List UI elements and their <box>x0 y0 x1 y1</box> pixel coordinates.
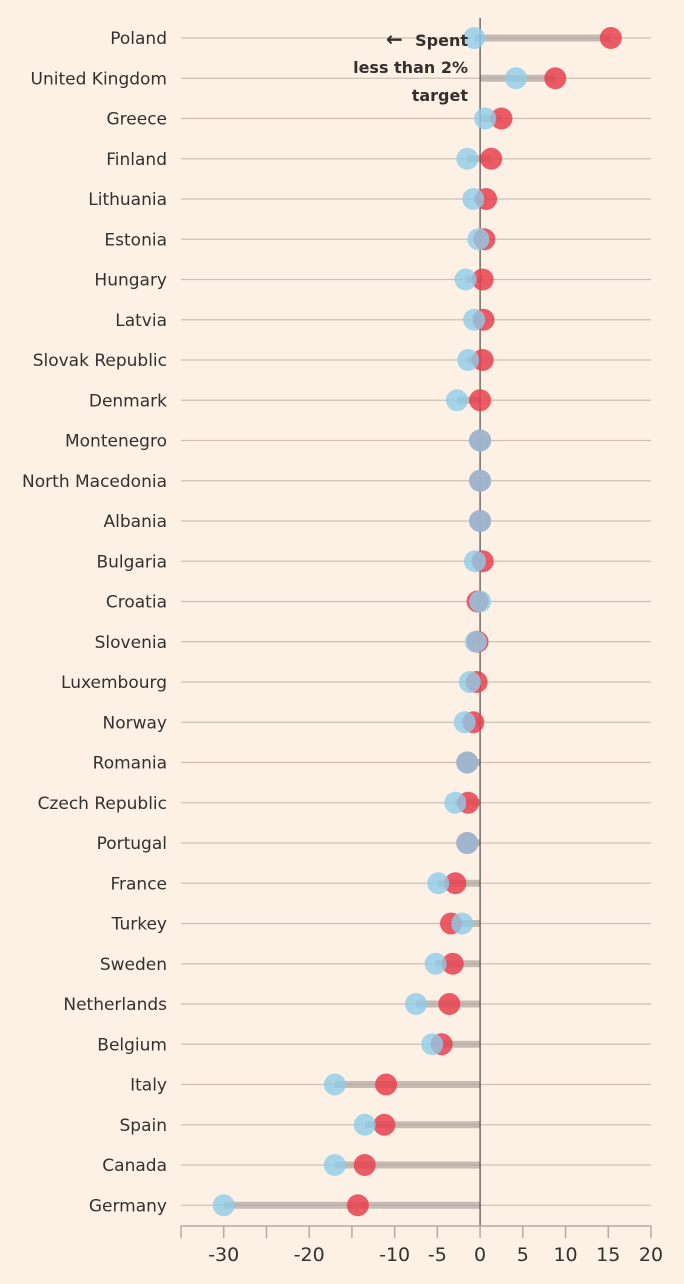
markers <box>212 27 622 1217</box>
marker-blue-hungary <box>454 268 477 291</box>
x-tick-label: 15 <box>596 1244 620 1266</box>
marker-blue-poland <box>463 27 486 49</box>
connectors <box>223 34 611 1209</box>
x-tick-label: -20 <box>294 1244 325 1266</box>
country-label-czech-republic: Czech Republic <box>38 794 167 814</box>
marker-red-germany <box>346 1194 369 1217</box>
country-label-north-macedonia: North Macedonia <box>22 472 167 492</box>
marker-blue-greece <box>474 107 497 130</box>
x-tick-label: -10 <box>379 1244 410 1266</box>
country-label-france: France <box>110 874 167 894</box>
marker-blue-north-macedonia <box>469 469 492 492</box>
marker-blue-romania <box>456 751 479 774</box>
x-tick-label: 10 <box>553 1244 577 1266</box>
marker-red-netherlands <box>438 993 461 1015</box>
country-label-estonia: Estonia <box>104 230 167 250</box>
marker-blue-turkey <box>451 912 474 935</box>
annotation: ← Spent less than 2% target <box>353 27 468 105</box>
country-label-spain: Spain <box>120 1116 168 1136</box>
country-label-poland: Poland <box>110 29 167 49</box>
marker-blue-sweden <box>424 952 447 975</box>
marker-blue-denmark <box>446 389 469 412</box>
country-label-canada: Canada <box>102 1156 167 1176</box>
marker-blue-spain <box>353 1113 376 1136</box>
country-label-norway: Norway <box>103 713 168 733</box>
marker-blue-czech-republic <box>444 791 467 814</box>
country-label-hungary: Hungary <box>94 271 167 291</box>
country-label-bulgaria: Bulgaria <box>97 552 168 572</box>
country-label-netherlands: Netherlands <box>63 995 167 1015</box>
marker-blue-canada <box>323 1154 346 1176</box>
country-label-portugal: Portugal <box>97 834 167 854</box>
x-axis: -30 -20 -10 -5 0 5 10 15 20 <box>180 1225 663 1266</box>
annotation-line-2: less than 2% <box>353 58 468 77</box>
marker-blue-netherlands <box>405 993 427 1015</box>
marker-red-united-kingdom <box>544 67 567 90</box>
marker-red-greece <box>490 107 513 130</box>
marker-red-france <box>444 872 467 895</box>
country-label-romania: Romania <box>93 754 167 774</box>
annotation-line-3: target <box>412 86 469 105</box>
marker-red-denmark <box>469 389 492 412</box>
marker-blue-croatia <box>469 590 492 613</box>
marker-blue-luxembourg <box>458 671 481 693</box>
country-label-united-kingdom: United Kingdom <box>31 69 167 89</box>
marker-blue-lithuania <box>462 188 485 210</box>
x-tick-label: -30 <box>208 1244 239 1266</box>
marker-red-canada <box>353 1154 376 1176</box>
marker-red-poland <box>599 27 622 49</box>
country-label-luxembourg: Luxembourg <box>61 673 167 693</box>
gridlines <box>181 37 651 1206</box>
country-label-slovenia: Slovenia <box>95 633 167 653</box>
country-label-sweden: Sweden <box>100 955 167 975</box>
country-label-turkey: Turkey <box>111 915 167 935</box>
country-label-greece: Greece <box>106 110 167 130</box>
marker-red-italy <box>375 1073 398 1096</box>
country-label-belgium: Belgium <box>97 1035 167 1055</box>
marker-red-sweden <box>441 952 464 975</box>
marker-blue-italy <box>323 1073 346 1096</box>
country-label-slovak-republic: Slovak Republic <box>33 351 167 371</box>
marker-blue-bulgaria <box>463 550 486 573</box>
marker-red-finland <box>480 147 503 170</box>
marker-red-hungary <box>471 268 494 291</box>
country-label-latvia: Latvia <box>115 311 167 331</box>
country-label-germany: Germany <box>89 1196 167 1216</box>
marker-blue-belgium <box>421 1033 444 1056</box>
marker-red-spain <box>373 1113 396 1136</box>
x-tick-label: 5 <box>517 1244 529 1266</box>
x-tick-label: 0 <box>474 1244 486 1266</box>
marker-blue-finland <box>456 147 479 170</box>
marker-blue-slovenia <box>464 630 487 653</box>
country-labels: Poland United Kingdom Greece Finland Lithuan… <box>22 29 167 1216</box>
annotation-line-1: Spent <box>415 31 468 50</box>
country-label-finland: Finland <box>106 150 167 170</box>
x-tick-label: 20 <box>639 1244 663 1266</box>
marker-blue-germany <box>212 1194 235 1217</box>
marker-blue-montenegro <box>469 429 492 452</box>
country-label-italy: Italy <box>130 1076 167 1096</box>
marker-blue-portugal <box>456 832 479 854</box>
marker-blue-united-kingdom <box>504 67 527 90</box>
marker-blue-norway <box>453 711 476 734</box>
annotation-arrow: ← <box>386 27 403 51</box>
country-label-denmark: Denmark <box>89 391 167 411</box>
country-label-montenegro: Montenegro <box>65 432 167 452</box>
x-tick-label: -5 <box>428 1244 447 1266</box>
country-label-croatia: Croatia <box>106 593 167 613</box>
marker-blue-france <box>427 872 450 895</box>
marker-blue-estonia <box>467 228 490 251</box>
marker-blue-slovak-republic <box>457 349 480 371</box>
country-label-albania: Albania <box>104 512 167 532</box>
marker-blue-latvia <box>463 308 486 331</box>
marker-blue-albania <box>469 510 492 532</box>
country-label-lithuania: Lithuania <box>88 190 167 210</box>
